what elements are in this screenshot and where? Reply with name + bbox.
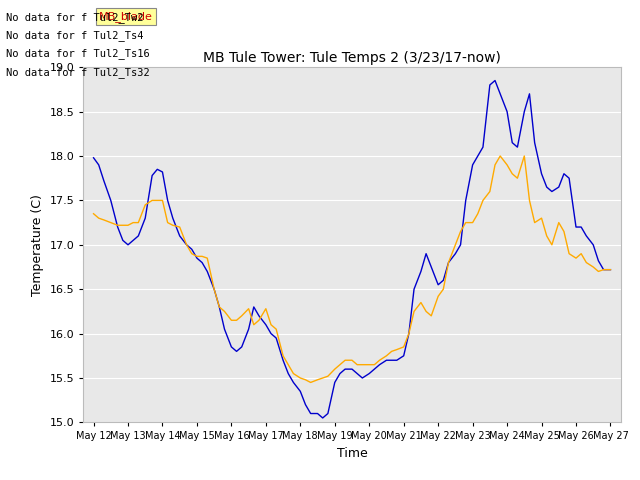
Tul2_Ts-2 bbox=[607, 267, 614, 273]
Tul2_Ts-8 bbox=[538, 216, 545, 221]
Tul2_Ts-2 bbox=[90, 155, 97, 161]
Tul2_Ts-8 bbox=[497, 153, 504, 159]
Text: MB_blade: MB_blade bbox=[99, 11, 153, 22]
Tul2_Ts-8 bbox=[307, 380, 314, 385]
Tul2_Ts-2 bbox=[538, 171, 545, 177]
Tul2_Ts-8 bbox=[221, 309, 228, 314]
Text: No data for f Tul2_Ts32: No data for f Tul2_Ts32 bbox=[6, 67, 150, 78]
Tul2_Ts-2 bbox=[211, 286, 218, 292]
Tul2_Ts-8 bbox=[600, 267, 607, 273]
Tul2_Ts-2 bbox=[319, 415, 326, 421]
Text: No data for f Tul2_Tw2: No data for f Tul2_Tw2 bbox=[6, 12, 144, 23]
Tul2_Ts-2 bbox=[393, 358, 401, 363]
Y-axis label: Temperature (C): Temperature (C) bbox=[31, 194, 44, 296]
Line: Tul2_Ts-8: Tul2_Ts-8 bbox=[93, 156, 611, 383]
Line: Tul2_Ts-2: Tul2_Ts-2 bbox=[93, 81, 611, 418]
Tul2_Ts-2 bbox=[491, 78, 499, 84]
Tul2_Ts-8 bbox=[393, 347, 401, 352]
Tul2_Ts-8 bbox=[607, 267, 614, 273]
Tul2_Ts-2 bbox=[221, 326, 228, 332]
Tul2_Ts-2 bbox=[154, 167, 161, 172]
Text: No data for f Tul2_Ts16: No data for f Tul2_Ts16 bbox=[6, 48, 150, 60]
Tul2_Ts-8 bbox=[90, 211, 97, 216]
Tul2_Ts-2 bbox=[600, 267, 607, 273]
Tul2_Ts-8 bbox=[154, 198, 161, 204]
X-axis label: Time: Time bbox=[337, 447, 367, 460]
Tul2_Ts-8 bbox=[211, 286, 218, 292]
Text: No data for f Tul2_Ts4: No data for f Tul2_Ts4 bbox=[6, 30, 144, 41]
Title: MB Tule Tower: Tule Temps 2 (3/23/17-now): MB Tule Tower: Tule Temps 2 (3/23/17-now… bbox=[203, 51, 501, 65]
